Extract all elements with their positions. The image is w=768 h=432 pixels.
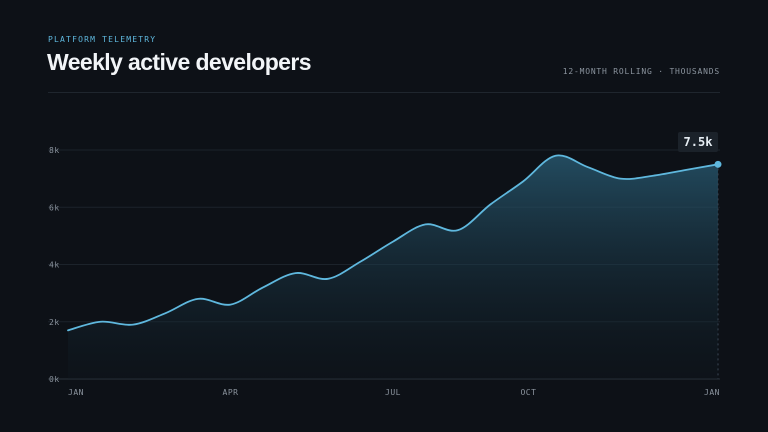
x-tick-label: JAN xyxy=(704,388,720,397)
chart-title: Weekly active developers xyxy=(47,49,312,75)
x-tick-label: JUL xyxy=(385,388,401,397)
annotation-label: 7.5k xyxy=(684,135,714,149)
data-point xyxy=(714,160,722,168)
series-line-layer xyxy=(67,154,722,332)
header-divider xyxy=(48,92,720,93)
annotation-layer: 7.5k xyxy=(678,132,719,379)
y-tick-label: 2k xyxy=(49,318,60,327)
x-axis-labels: JAN APR JUL OCT JAN xyxy=(68,388,720,397)
area-fill-layer xyxy=(68,155,718,379)
y-tick-label: 4k xyxy=(49,261,60,270)
eyebrow-label: PLATFORM TELEMETRY xyxy=(48,35,157,44)
annotation-box xyxy=(678,132,718,152)
chart-subtitle: 12-MONTH ROLLING · THOUSANDS xyxy=(562,67,720,76)
x-tick-label: JAN xyxy=(68,388,84,397)
y-tick-label: 8k xyxy=(49,146,60,155)
series-line xyxy=(67,154,719,332)
y-tick-label: 6k xyxy=(49,203,60,212)
area-fill xyxy=(68,155,718,379)
x-tick-label: APR xyxy=(223,388,239,397)
y-tick-label: 0k xyxy=(49,375,60,384)
x-tick-label: OCT xyxy=(520,388,536,397)
y-axis-labels: 0k 2k 4k 6k 8k xyxy=(49,146,60,384)
